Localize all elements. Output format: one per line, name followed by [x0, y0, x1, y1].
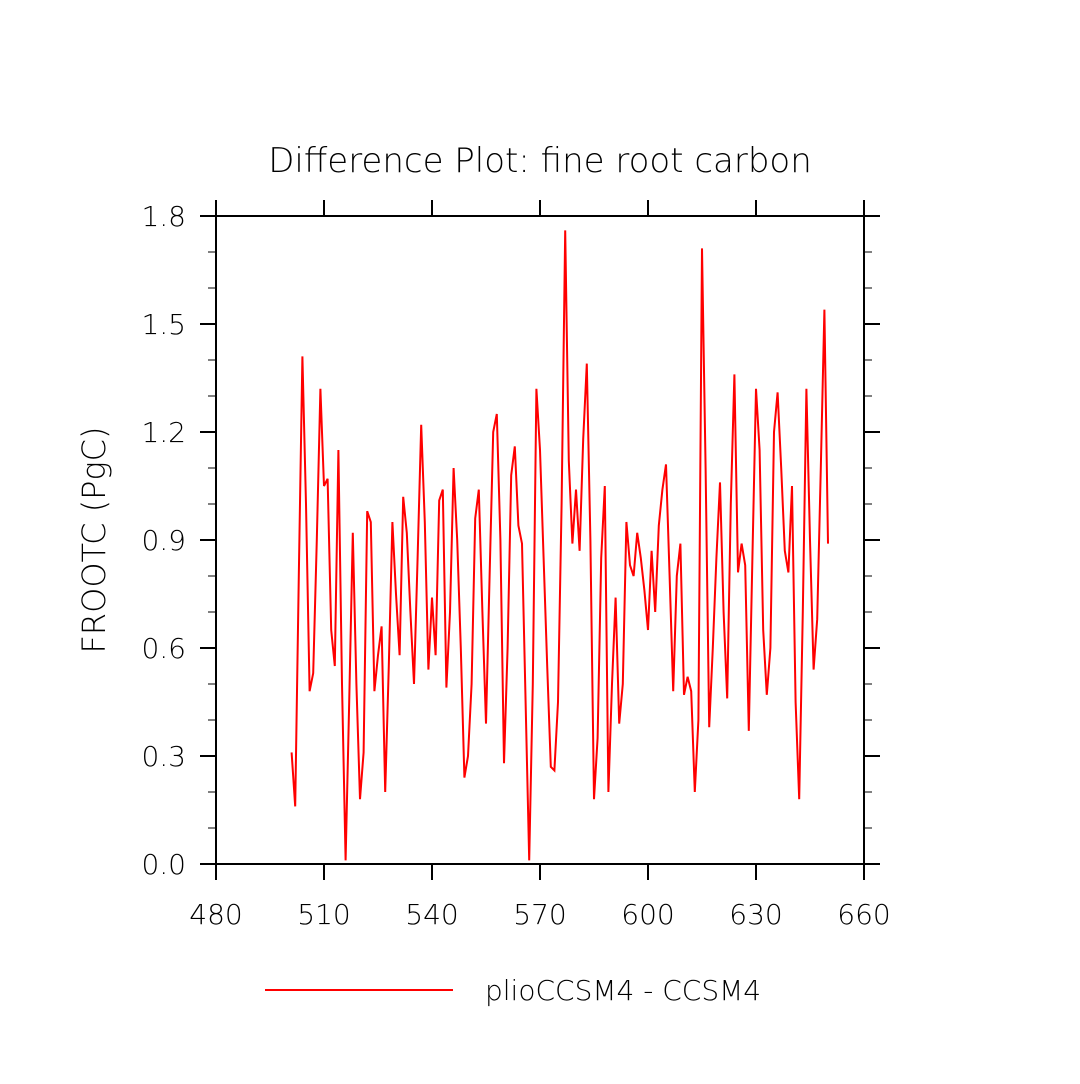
- y-tick-label: 1.2: [141, 416, 186, 449]
- x-tick-label: 600: [621, 898, 674, 931]
- data-line: [290, 230, 829, 861]
- x-tick-label: 630: [729, 898, 782, 931]
- x-tick-label: 570: [513, 898, 566, 931]
- y-tick-label: 0.9: [141, 524, 186, 557]
- y-tick-label: 1.8: [141, 200, 186, 233]
- y-tick-label: 0.6: [141, 632, 186, 665]
- x-tick-label: 540: [405, 898, 458, 931]
- y-tick-label: 1.5: [141, 308, 186, 341]
- x-tick-label: 510: [297, 898, 350, 931]
- x-tick-label: 660: [837, 898, 890, 931]
- y-tick-label: 0.0: [141, 848, 186, 881]
- plot-frame: [215, 215, 865, 865]
- x-tick-label: 480: [189, 898, 242, 931]
- chart-title: Difference Plot: fine root carbon: [268, 141, 812, 181]
- y-axis-label: FROOTC (PgC): [75, 426, 113, 653]
- legend-label: plioCCSM4 - CCSM4: [485, 974, 761, 1007]
- y-tick-label: 0.3: [141, 740, 186, 773]
